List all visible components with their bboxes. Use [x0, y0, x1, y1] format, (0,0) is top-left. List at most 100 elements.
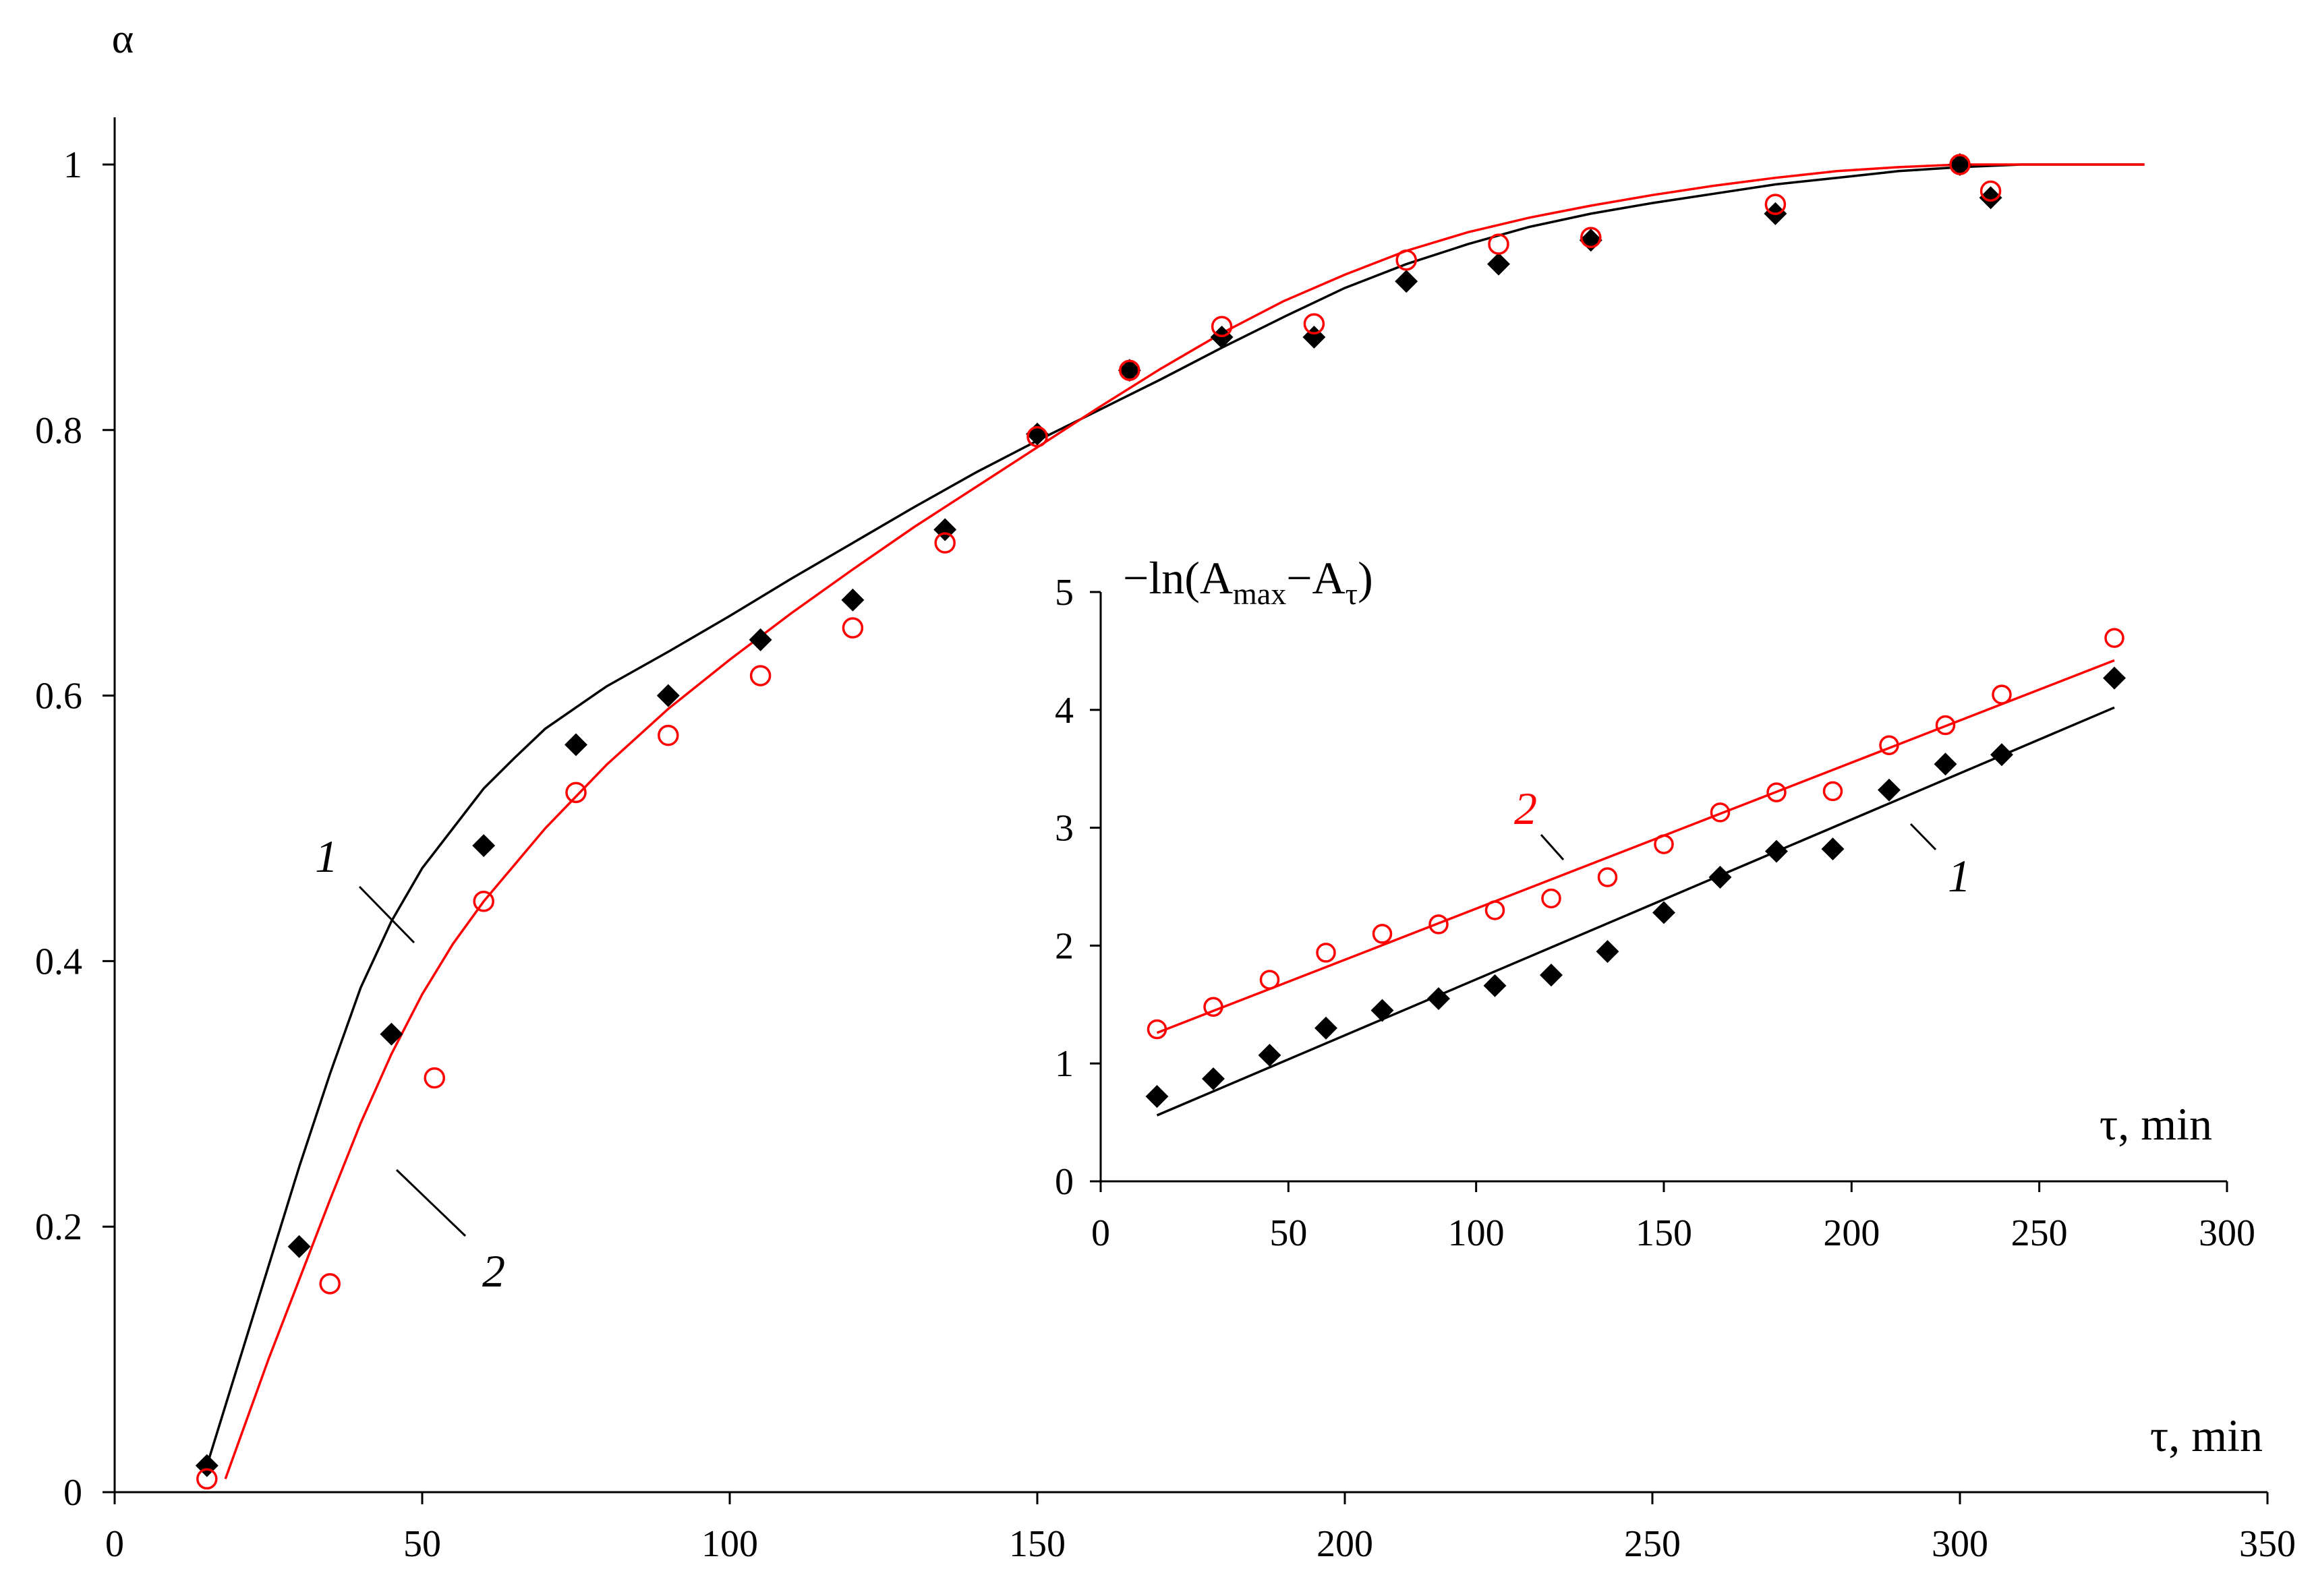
main-x-axis-label: τ, min — [2150, 1410, 2263, 1461]
inset-curve-label-1: 1 — [1948, 850, 1971, 902]
inset-point-series-1 — [1427, 987, 1450, 1011]
inset-point-series-2 — [1822, 781, 1843, 802]
main-point-series-1 — [656, 684, 680, 707]
inset-y-label-part: ) — [1358, 552, 1373, 603]
main-point-series-2 — [1488, 233, 1509, 255]
main-point-series-2 — [1303, 313, 1325, 335]
inset-point-series-1 — [2103, 666, 2126, 690]
main-point-series-2 — [473, 891, 494, 912]
inset-point-series-2 — [1935, 715, 1956, 736]
inset-y-tick-label: 0 — [1055, 1161, 1074, 1203]
inset-point-series-2 — [1259, 970, 1280, 990]
inset-point-series-2 — [2104, 628, 2124, 648]
inset-point-series-1 — [1652, 901, 1675, 924]
main-y-tick-label: 0.4 — [35, 941, 82, 982]
main-point-series-2 — [319, 1273, 341, 1295]
main-point-series-2 — [1026, 425, 1048, 448]
main-point-series-2 — [1949, 154, 1971, 175]
inset-point-series-1 — [1258, 1043, 1281, 1067]
inset-y-axis-label: −ln(Amax−Aτ) — [1123, 552, 1373, 611]
main-point-series-1 — [749, 628, 772, 651]
inset-leader-line-1 — [1909, 823, 1937, 851]
inset-y-tick-label: 1 — [1055, 1043, 1074, 1085]
main-point-series-1 — [841, 588, 865, 612]
inset-point-series-1 — [1708, 866, 1732, 889]
inset-y-label-part: max — [1233, 577, 1286, 611]
inset-y-tick-label: 3 — [1055, 808, 1074, 850]
inset-x-tick-label: 50 — [1269, 1212, 1307, 1254]
main-x-tick-label: 350 — [2239, 1523, 2296, 1565]
inset-point-series-1 — [1596, 940, 1619, 964]
inset-point-series-2 — [1597, 867, 1618, 887]
inset-x-tick-label: 0 — [1091, 1212, 1110, 1254]
main-fit-curve-2 — [224, 163, 2145, 1479]
inset-point-series-1 — [1370, 999, 1394, 1022]
main-point-series-2 — [842, 617, 864, 639]
main-point-series-1 — [1487, 252, 1510, 276]
inset-y-label-part: −A — [1286, 552, 1345, 603]
inset-y-tick-label: 4 — [1055, 690, 1074, 732]
inset-fit-line-2 — [1156, 659, 2115, 1034]
main-leader-line-1 — [358, 885, 415, 944]
main-point-series-2 — [565, 781, 587, 804]
main-x-tick-label: 250 — [1624, 1523, 1681, 1565]
inset-point-series-1 — [1145, 1085, 1169, 1109]
inset-point-series-2 — [1992, 684, 2012, 705]
inset-x-tick-label: 150 — [1636, 1212, 1692, 1254]
main-fit-curve-1 — [206, 163, 2145, 1467]
main-x-tick-label: 300 — [1932, 1523, 1988, 1565]
inset-x-tick-label: 250 — [2011, 1212, 2068, 1254]
inset-x-axis-label: τ, min — [2100, 1098, 2212, 1150]
inset-point-series-1 — [1821, 837, 1845, 861]
main-x-tick-label: 100 — [701, 1523, 758, 1565]
inset-point-series-2 — [1372, 924, 1393, 944]
main-point-series-1 — [565, 733, 587, 757]
inset-point-series-1 — [1934, 752, 1957, 776]
main-x-tick-label: 50 — [403, 1523, 441, 1565]
main-y-tick-label: 0.6 — [35, 676, 82, 717]
main-point-series-1 — [287, 1235, 311, 1258]
main-y-axis-label: α — [112, 16, 134, 62]
inset-point-series-1 — [1878, 778, 1901, 802]
main-curve-label-2: 2 — [482, 1245, 505, 1297]
inset-point-series-2 — [1710, 802, 1731, 823]
inset-point-series-1 — [1540, 964, 1563, 987]
main-y-tick-label: 1 — [63, 144, 82, 186]
main-point-series-1 — [1118, 359, 1141, 382]
inset-point-series-1 — [1314, 1016, 1337, 1040]
inset-point-series-2 — [1766, 782, 1787, 802]
main-point-series-2 — [196, 1468, 218, 1490]
inset-point-series-1 — [1765, 839, 1788, 863]
inset-x-tick-label: 300 — [2199, 1212, 2255, 1254]
main-point-series-2 — [749, 665, 772, 686]
inset-y-label-part: τ — [1346, 577, 1358, 611]
main-point-series-2 — [424, 1067, 445, 1089]
main-point-series-2 — [1395, 249, 1417, 271]
main-point-series-1 — [1210, 325, 1234, 349]
main-point-series-2 — [934, 532, 956, 554]
inset-fit-line-1 — [1156, 706, 2115, 1117]
inset-y-tick-label: 2 — [1055, 925, 1074, 967]
main-y-tick-label: 0.2 — [35, 1206, 82, 1248]
inset-point-series-2 — [1316, 943, 1336, 963]
main-point-series-2 — [1211, 316, 1233, 337]
inset-plot-area: 21 — [1145, 628, 2126, 1117]
main-point-series-2 — [658, 724, 679, 746]
inset-point-series-2 — [1147, 1019, 1167, 1040]
inset-y-tick-label: 5 — [1055, 572, 1074, 614]
main-point-series-2 — [1580, 227, 1602, 249]
main-curve-label-1: 1 — [315, 831, 338, 882]
inset-point-series-1 — [1483, 974, 1507, 997]
main-point-series-2 — [1979, 180, 2002, 202]
main-x-tick-label: 0 — [105, 1523, 124, 1565]
inset-y-label-part: −ln(A — [1123, 552, 1233, 603]
inset-x-tick-label: 100 — [1448, 1212, 1505, 1254]
main-x-tick-label: 200 — [1317, 1523, 1373, 1565]
main-point-series-2 — [1764, 194, 1787, 215]
inset-point-series-2 — [1654, 834, 1674, 854]
inset-point-series-2 — [1541, 888, 1561, 909]
inset-point-series-2 — [1203, 997, 1223, 1017]
inset-leader-line-2 — [1540, 834, 1565, 860]
